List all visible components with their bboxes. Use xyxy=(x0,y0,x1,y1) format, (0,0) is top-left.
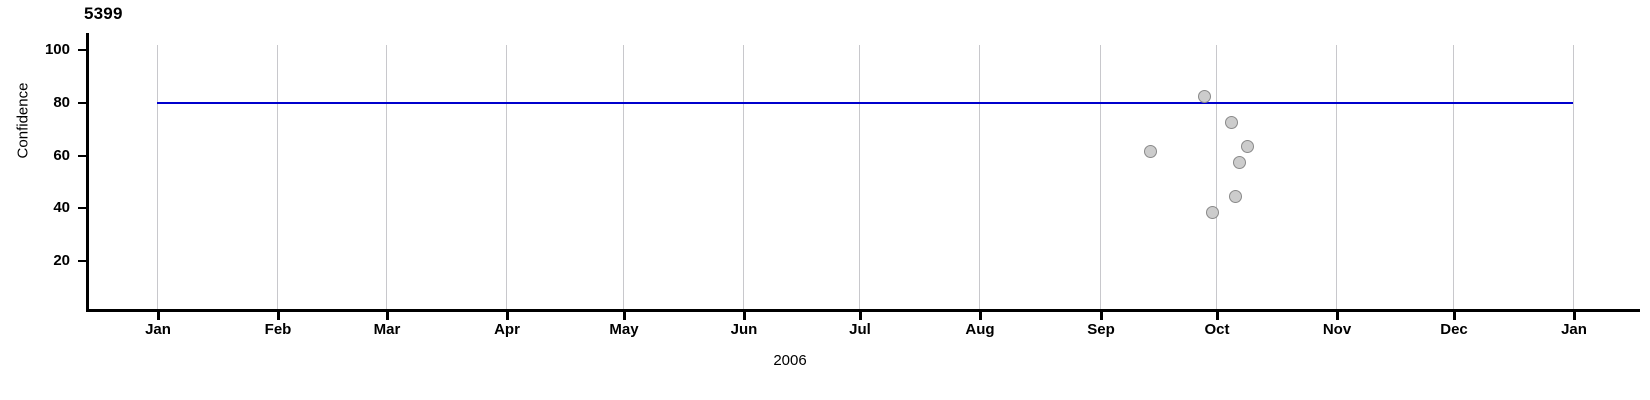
x-tick-label-dec-11: Dec xyxy=(1440,321,1468,338)
y-tick-mark-40 xyxy=(78,207,87,209)
x-tick-label-may-4: May xyxy=(609,321,639,338)
x-axis-label-row: 2006 xyxy=(0,352,1650,369)
x-tick-mark-12 xyxy=(1573,311,1576,320)
y-tick-mark-60 xyxy=(78,155,87,157)
x-tick-label-jan-12: Jan xyxy=(1561,321,1587,338)
x-tick-label-jul-6: Jul xyxy=(849,321,871,338)
x-tick-label-feb-1: Feb xyxy=(264,321,292,338)
gridline-dec-11 xyxy=(1453,45,1454,310)
reference-line-confidence-threshold xyxy=(157,102,1573,104)
y-tick-mark-80 xyxy=(78,102,87,104)
y-tick-label-40: 40 xyxy=(53,199,70,216)
gridline-jan-12 xyxy=(1573,45,1574,310)
x-tick-label-nov-10: Nov xyxy=(1322,321,1352,338)
x-tick-mark-2 xyxy=(386,311,389,320)
gridline-jan-0 xyxy=(157,45,158,310)
gridline-apr-3 xyxy=(506,45,507,310)
x-axis-label: 2006 xyxy=(773,352,807,369)
chart-title: 5399 xyxy=(84,4,123,23)
gridline-feb-1 xyxy=(277,45,278,310)
data-point xyxy=(1205,206,1219,220)
x-tick-mark-4 xyxy=(623,311,626,320)
x-tick-label-mar-2: Mar xyxy=(373,321,401,338)
x-tick-mark-8 xyxy=(1100,311,1103,320)
gridline-nov-10 xyxy=(1336,45,1337,310)
data-point xyxy=(1197,89,1211,103)
gridline-oct-9 xyxy=(1216,45,1217,310)
gridline-jun-5 xyxy=(743,45,744,310)
x-tick-label-sep-8: Sep xyxy=(1087,321,1115,338)
x-axis-line xyxy=(86,309,1640,312)
x-tick-mark-0 xyxy=(157,311,160,320)
y-tick-label-100: 100 xyxy=(44,41,70,58)
x-tick-label-oct-9: Oct xyxy=(1204,321,1230,338)
y-tick-mark-20 xyxy=(78,260,87,262)
x-tick-mark-10 xyxy=(1336,311,1339,320)
data-point xyxy=(1143,145,1157,159)
x-tick-label-aug-7: Aug xyxy=(965,321,995,338)
data-point xyxy=(1228,190,1242,204)
x-tick-label-jan-0: Jan xyxy=(145,321,171,338)
y-tick-label-20: 20 xyxy=(53,252,70,269)
data-point xyxy=(1232,155,1246,169)
gridline-jul-6 xyxy=(859,45,860,310)
x-tick-label-jun-5: Jun xyxy=(730,321,758,338)
x-tick-mark-3 xyxy=(506,311,509,320)
gridline-aug-7 xyxy=(979,45,980,310)
x-tick-mark-11 xyxy=(1453,311,1456,320)
x-tick-mark-1 xyxy=(277,311,280,320)
x-tick-label-apr-3: Apr xyxy=(494,321,520,338)
y-tick-label-60: 60 xyxy=(53,147,70,164)
x-tick-mark-5 xyxy=(743,311,746,320)
y-axis-line xyxy=(86,33,89,311)
data-point xyxy=(1225,116,1239,130)
x-tick-mark-6 xyxy=(859,311,862,320)
x-tick-mark-7 xyxy=(979,311,982,320)
gridline-sep-8 xyxy=(1100,45,1101,310)
y-tick-mark-100 xyxy=(78,49,87,51)
y-tick-label-80: 80 xyxy=(53,94,70,111)
data-point xyxy=(1240,140,1254,154)
x-tick-mark-9 xyxy=(1216,311,1219,320)
gridline-mar-2 xyxy=(386,45,387,310)
gridline-may-4 xyxy=(623,45,624,310)
